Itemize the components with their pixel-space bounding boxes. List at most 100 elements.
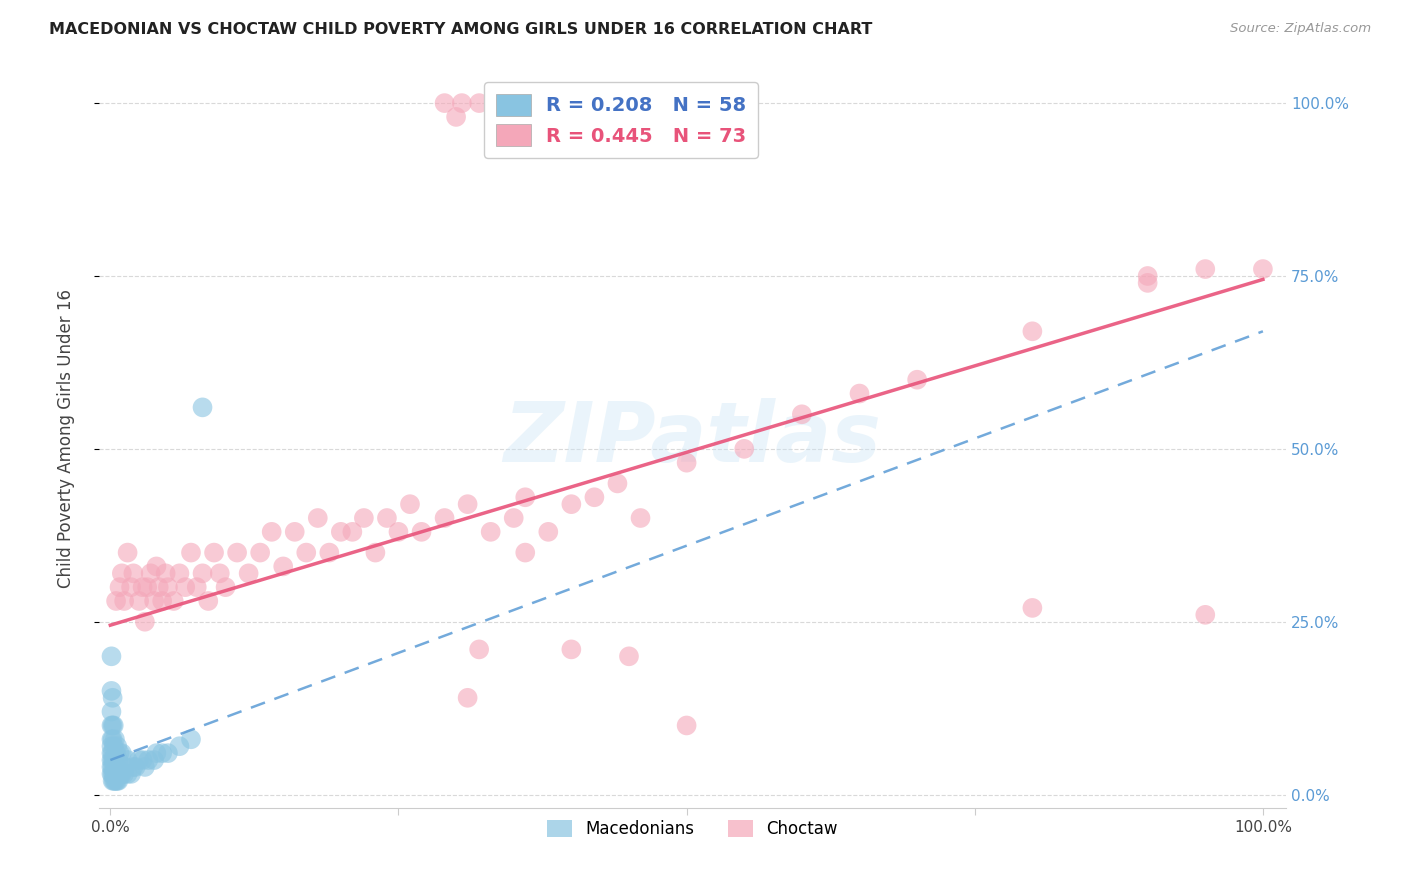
Point: [733, 442, 755, 456]
Point: [318, 545, 340, 559]
Point: [191, 401, 214, 415]
Point: [191, 566, 214, 581]
Point: [122, 566, 145, 581]
Point: [128, 594, 150, 608]
Point: [186, 580, 208, 594]
Point: [111, 767, 134, 781]
Point: [108, 746, 131, 760]
Point: [103, 753, 125, 767]
Point: [103, 773, 125, 788]
Point: [375, 511, 398, 525]
Point: [104, 773, 127, 788]
Point: [101, 746, 124, 760]
Point: [139, 566, 162, 581]
Point: [104, 767, 127, 781]
Point: [630, 511, 652, 525]
Point: [411, 524, 433, 539]
Point: [537, 524, 560, 539]
Point: [143, 594, 166, 608]
Point: [450, 96, 472, 111]
Point: [145, 746, 167, 760]
Point: [1021, 324, 1043, 338]
Point: [295, 545, 318, 559]
Point: [364, 545, 387, 559]
Point: [110, 767, 132, 781]
Point: [105, 773, 128, 788]
Point: [468, 642, 491, 657]
Point: [156, 746, 179, 760]
Point: [155, 566, 177, 581]
Legend: Macedonians, Choctaw: Macedonians, Choctaw: [540, 813, 844, 845]
Point: [150, 746, 173, 760]
Point: [1021, 601, 1043, 615]
Point: [502, 511, 524, 525]
Point: [101, 718, 124, 732]
Point: [128, 753, 150, 767]
Point: [138, 753, 160, 767]
Point: [1194, 262, 1216, 277]
Point: [560, 642, 582, 657]
Point: [103, 767, 125, 781]
Point: [101, 760, 124, 774]
Point: [1136, 276, 1159, 290]
Point: [249, 545, 271, 559]
Point: [101, 753, 124, 767]
Point: [150, 594, 173, 608]
Point: [156, 580, 179, 594]
Point: [214, 580, 236, 594]
Point: [114, 760, 136, 774]
Point: [107, 773, 129, 788]
Point: [433, 511, 456, 525]
Point: [136, 580, 159, 594]
Point: [208, 566, 231, 581]
Point: [457, 690, 479, 705]
Point: [148, 580, 170, 594]
Point: [515, 545, 537, 559]
Point: [105, 760, 128, 774]
Point: [560, 497, 582, 511]
Point: [105, 746, 128, 760]
Point: [329, 524, 352, 539]
Point: [848, 386, 870, 401]
Point: [111, 746, 134, 760]
Point: [444, 110, 467, 124]
Point: [1194, 607, 1216, 622]
Point: [143, 753, 166, 767]
Point: [134, 760, 156, 774]
Point: [100, 746, 122, 760]
Point: [606, 476, 628, 491]
Text: MACEDONIAN VS CHOCTAW CHILD POVERTY AMONG GIRLS UNDER 16 CORRELATION CHART: MACEDONIAN VS CHOCTAW CHILD POVERTY AMON…: [49, 22, 873, 37]
Point: [103, 739, 125, 754]
Point: [103, 718, 125, 732]
Point: [105, 594, 128, 608]
Point: [100, 732, 122, 747]
Point: [169, 739, 191, 754]
Text: Source: ZipAtlas.com: Source: ZipAtlas.com: [1230, 22, 1371, 36]
Point: [112, 767, 135, 781]
Point: [100, 753, 122, 767]
Text: ZIPatlas: ZIPatlas: [503, 398, 882, 479]
Point: [120, 580, 142, 594]
Point: [238, 566, 260, 581]
Point: [134, 615, 156, 629]
Point: [105, 760, 128, 774]
Point: [353, 511, 375, 525]
Point: [111, 566, 134, 581]
Point: [117, 545, 139, 559]
Point: [100, 705, 122, 719]
Point: [100, 718, 122, 732]
Point: [1136, 268, 1159, 283]
Point: [105, 773, 128, 788]
Point: [122, 760, 145, 774]
Point: [100, 649, 122, 664]
Y-axis label: Child Poverty Among Girls Under 16: Child Poverty Among Girls Under 16: [58, 289, 75, 588]
Point: [163, 594, 186, 608]
Point: [108, 767, 131, 781]
Point: [108, 580, 131, 594]
Point: [101, 767, 124, 781]
Point: [226, 545, 249, 559]
Point: [260, 524, 283, 539]
Point: [100, 760, 122, 774]
Point: [117, 753, 139, 767]
Point: [342, 524, 364, 539]
